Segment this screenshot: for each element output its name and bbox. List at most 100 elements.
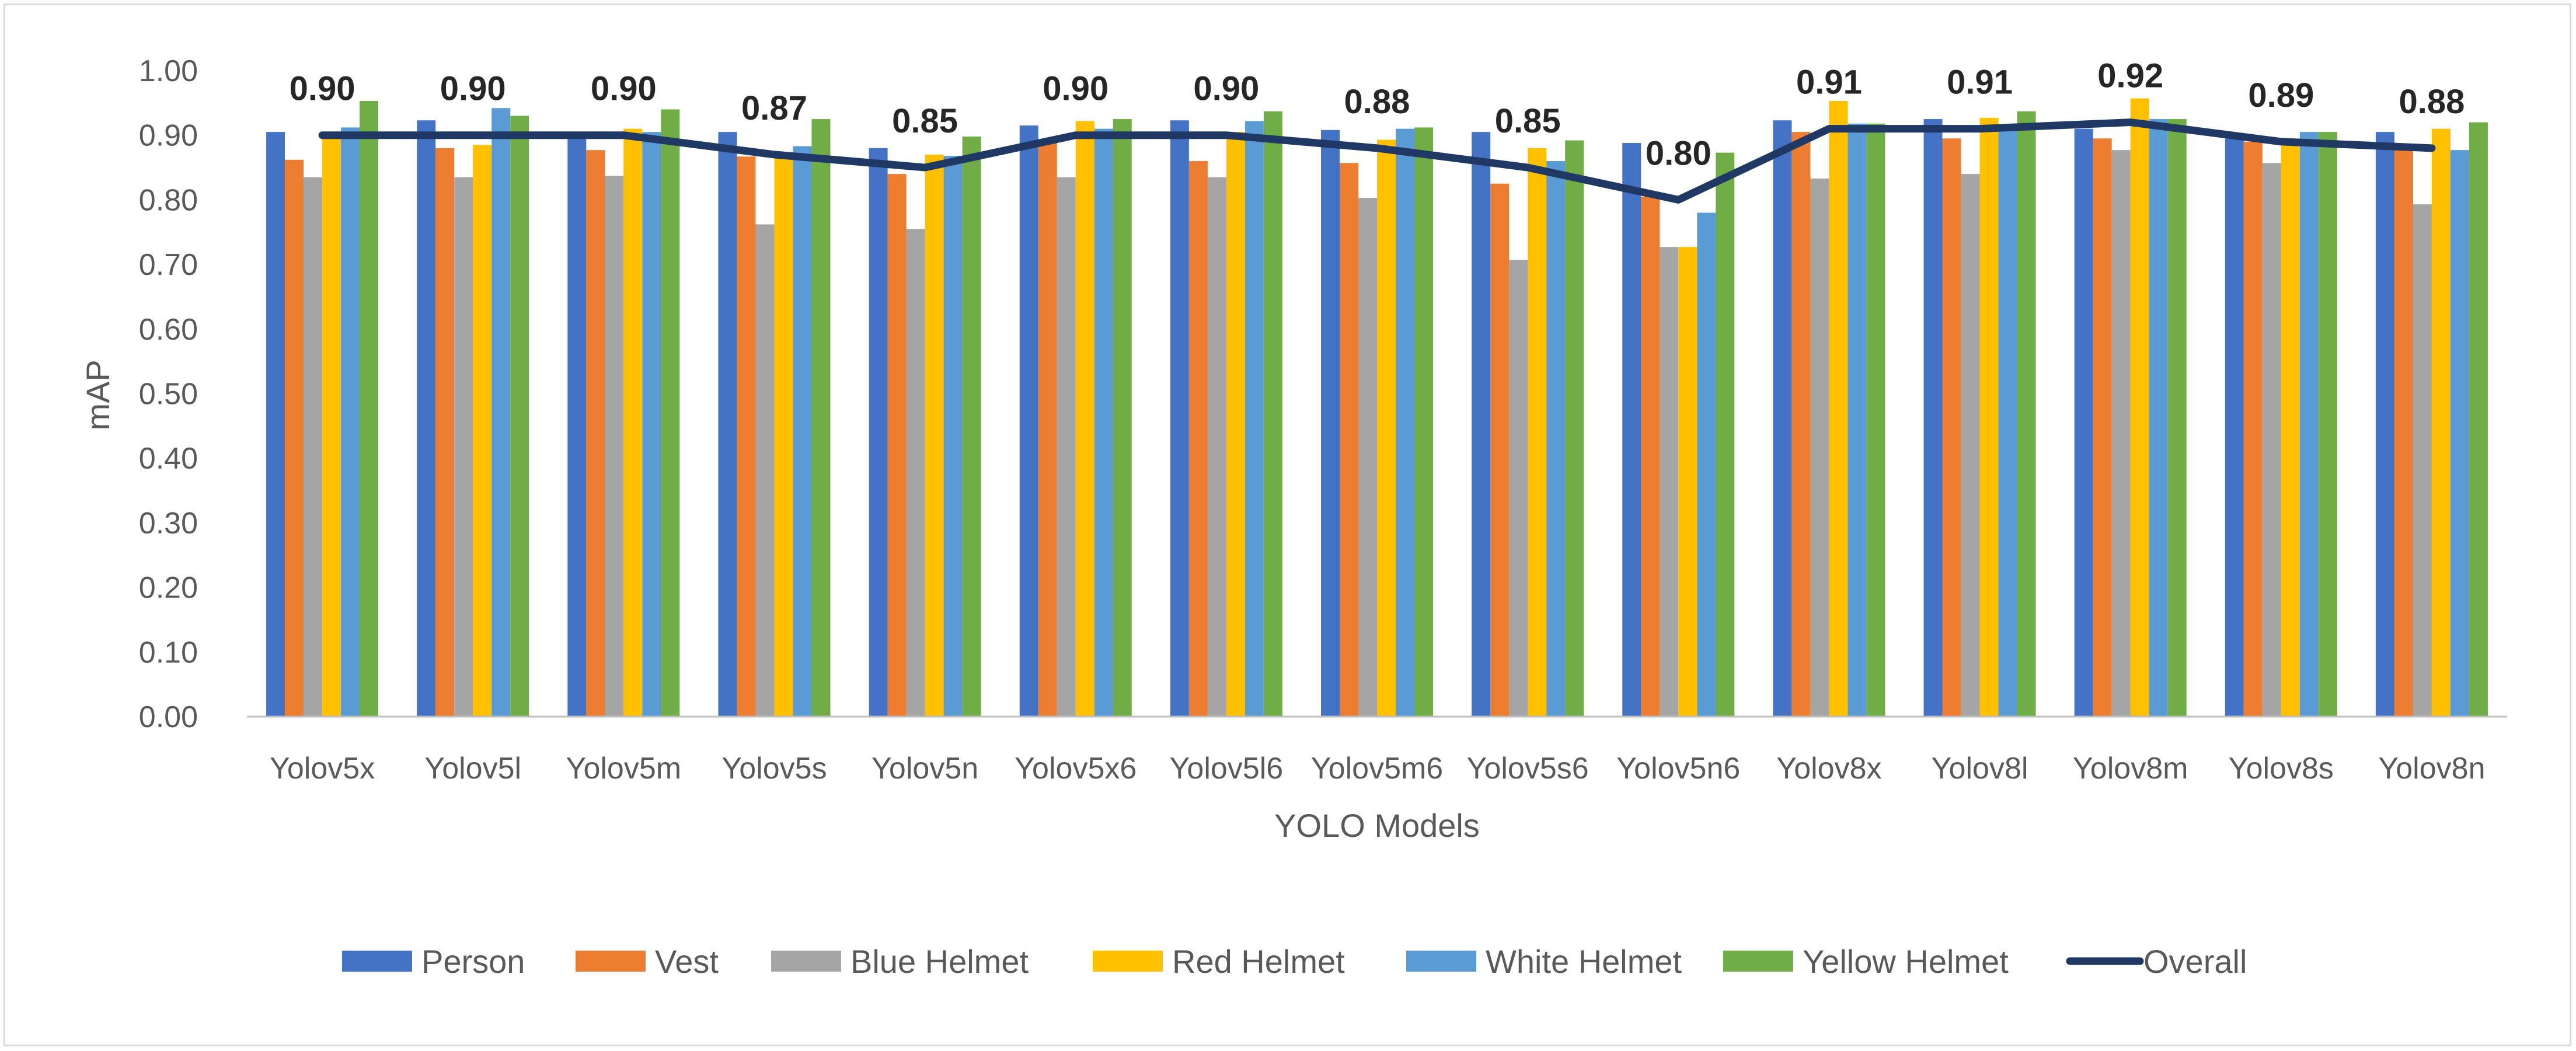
bar-blue-helmet-yolov5n6	[1660, 247, 1679, 717]
bar-red-helmet-yolov8l	[1979, 117, 1999, 717]
bar-blue-helmet-yolov5x6	[1057, 177, 1076, 717]
bar-red-helmet-yolov8s	[2281, 141, 2300, 717]
data-label-overall: 0.90	[1043, 70, 1109, 108]
legend-label-person: Person	[421, 943, 525, 980]
bar-red-helmet-yolov8n	[2431, 128, 2450, 717]
legend-label-red-helmet: Red Helmet	[1172, 943, 1345, 980]
y-tick-label: 0.70	[139, 248, 198, 282]
data-label-overall: 0.85	[892, 102, 958, 140]
x-tick-label: Yolov5m	[566, 752, 682, 785]
legend-swatch-yellow-helmet	[1723, 951, 1793, 972]
data-label-overall: 0.90	[1193, 70, 1259, 108]
bar-red-helmet-yolov5s	[774, 154, 793, 717]
bar-white-helmet-yolov5m6	[1396, 128, 1414, 717]
bar-red-helmet-yolov5s6	[1528, 148, 1547, 717]
bar-vest-yolov8l	[1942, 138, 1961, 717]
bar-yellow-helmet-yolov5m6	[1414, 127, 1433, 717]
bar-vest-yolov8x	[1791, 132, 1811, 717]
bar-blue-helmet-yolov5l6	[1207, 177, 1226, 717]
bar-vest-yolov8n	[2394, 148, 2413, 717]
legend-label-vest: Vest	[655, 943, 719, 980]
bar-white-helmet-yolov5x	[341, 127, 360, 717]
line-overall	[318, 118, 2436, 204]
bar-blue-helmet-yolov8m	[2111, 150, 2131, 717]
bar-person-yolov8n	[2375, 132, 2394, 717]
data-label-overall: 0.90	[440, 70, 506, 108]
bar-white-helmet-yolov5s	[793, 146, 812, 717]
bar-red-helmet-yolov5l	[473, 145, 492, 717]
bar-vest-yolov5s	[737, 156, 756, 717]
chart-frame: 0.00 0.10 0.20 0.30 0.40 0.50 0.60 0.70 0.80 0.90…	[4, 4, 2571, 1046]
bar-red-helmet-yolov5m6	[1377, 139, 1396, 717]
bar-vest-yolov5s6	[1490, 183, 1510, 717]
bar-red-helmet-yolov8x	[1829, 101, 1848, 717]
bar-red-helmet-yolov8m	[2130, 98, 2149, 717]
bar-yellow-helmet-yolov5s6	[1565, 140, 1584, 717]
bar-white-helmet-yolov8m	[2149, 119, 2168, 717]
bar-vest-yolov5m	[586, 150, 605, 717]
bar-blue-helmet-yolov8l	[1961, 174, 1980, 717]
legend-label-blue-helmet: Blue Helmet	[850, 943, 1029, 980]
x-tick-label: Yolov5n	[872, 752, 978, 785]
legend-swatch-red-helmet	[1093, 951, 1163, 972]
x-tick-label: Yolov8x	[1776, 752, 1881, 785]
legend-label-white-helmet: White Helmet	[1486, 943, 1682, 980]
x-tick-label: Yolov8m	[2073, 752, 2188, 785]
bar-blue-helmet-yolov5x	[304, 177, 323, 717]
bar-vest-yolov5l	[435, 148, 455, 717]
x-tick-label: Yolov5l6	[1170, 752, 1284, 785]
bar-yellow-helmet-yolov8l	[2017, 111, 2036, 717]
legend: Person Vest Blue Helmet Red Helmet White Hel…	[342, 943, 2247, 980]
bar-yellow-helmet-yolov8n	[2469, 122, 2488, 717]
data-label-overall: 0.85	[1495, 102, 1561, 140]
bar-blue-helmet-yolov5s	[755, 224, 775, 717]
overall-line	[318, 118, 2436, 204]
bar-white-helmet-yolov8l	[1998, 125, 2017, 717]
bar-vest-yolov8m	[2093, 138, 2112, 717]
bar-person-yolov5s	[718, 132, 737, 717]
bar-white-helmet-yolov5n	[943, 156, 963, 717]
bar-person-yolov5n6	[1622, 142, 1641, 717]
bar-yellow-helmet-yolov8m	[2167, 119, 2187, 717]
data-label-overall: 0.89	[2248, 76, 2314, 114]
data-label-overall: 0.87	[741, 89, 807, 127]
legend-swatch-vest	[576, 951, 646, 972]
y-tick-label: 0.40	[139, 442, 198, 476]
legend-label-overall: Overall	[2143, 943, 2247, 980]
bar-blue-helmet-yolov5n	[906, 229, 925, 717]
bar-person-yolov5l6	[1170, 120, 1189, 717]
x-tick-label: Yolov8n	[2378, 752, 2485, 785]
data-label-overall: 0.88	[1344, 83, 1410, 121]
bar-white-helmet-yolov5m	[642, 132, 661, 717]
bar-white-helmet-yolov8n	[2450, 150, 2469, 717]
bar-person-yolov8m	[2074, 128, 2093, 717]
bar-red-helmet-yolov5x	[322, 135, 341, 717]
bar-blue-helmet-yolov8n	[2413, 204, 2432, 717]
y-tick-label: 0.30	[139, 507, 198, 540]
bar-yellow-helmet-yolov5l6	[1263, 111, 1282, 717]
data-label-overall: 0.90	[591, 70, 657, 108]
x-tick-label: Yolov5l	[424, 752, 521, 785]
bar-person-yolov5x	[266, 132, 285, 717]
bar-yellow-helmet-yolov5m	[661, 109, 680, 717]
bar-vest-yolov5x6	[1038, 139, 1057, 717]
data-label-overall: 0.80	[1646, 134, 1711, 172]
bar-white-helmet-yolov8x	[1848, 123, 1867, 717]
bar-person-yolov8x	[1773, 120, 1792, 717]
y-tick-label: 0.60	[139, 313, 198, 347]
x-tick-label: Yolov5m6	[1311, 752, 1443, 785]
bar-yellow-helmet-yolov8x	[1866, 123, 1885, 717]
x-axis-ticks: Yolov5x Yolov5l Yolov5m Yolov5s Yolov5n Yolov…	[270, 752, 2486, 785]
x-tick-label: Yolov8s	[2229, 752, 2334, 785]
bar-red-helmet-yolov5l6	[1226, 132, 1245, 717]
x-tick-label: Yolov5s	[721, 752, 827, 785]
bar-vest-yolov5x	[285, 159, 304, 717]
data-label-overall: 0.88	[2399, 83, 2465, 121]
bars	[266, 98, 2488, 717]
y-tick-label: 0.20	[139, 571, 198, 605]
bar-white-helmet-yolov5l6	[1245, 121, 1264, 717]
legend-label-yellow-helmet: Yellow Helmet	[1803, 943, 2009, 980]
bar-vest-yolov5n6	[1641, 196, 1660, 717]
x-axis-title: YOLO Models	[1274, 807, 1480, 844]
y-tick-label: 0.00	[139, 700, 198, 734]
